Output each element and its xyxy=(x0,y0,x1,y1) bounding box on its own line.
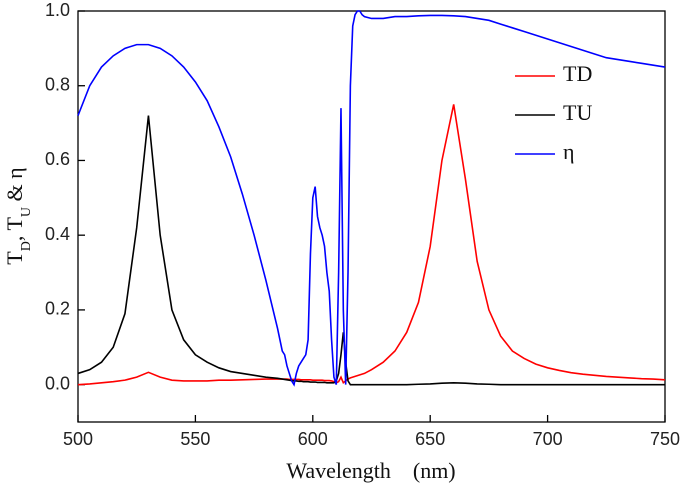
y-label-part: T xyxy=(2,251,27,265)
y-tick-label: 0.8 xyxy=(45,74,70,94)
x-axis-label: Wavelength (nm) xyxy=(286,458,455,483)
x-tick-label: 700 xyxy=(533,429,563,449)
y-tick-label: 0.0 xyxy=(45,373,70,393)
plot-frame xyxy=(77,10,666,423)
x-tick-label: 750 xyxy=(650,429,680,449)
x-tick-label: 650 xyxy=(415,429,445,449)
y-label-part: U xyxy=(19,207,34,217)
y-tick-label: 0.2 xyxy=(45,299,70,319)
y-tick-label: 0.4 xyxy=(45,224,70,244)
x-tick-label: 600 xyxy=(298,429,328,449)
legend-label: TD xyxy=(563,61,592,86)
series-line xyxy=(77,10,666,387)
y-label-part: , T xyxy=(2,217,27,242)
legend-label: η xyxy=(563,139,575,164)
series-line xyxy=(77,115,665,386)
y-label-part: & η xyxy=(2,167,27,207)
y-label-part: D xyxy=(19,241,34,251)
y-tick-label: 1.0 xyxy=(45,0,70,20)
y-axis-label: TD, TU & η xyxy=(2,167,34,264)
series-line xyxy=(77,104,666,386)
x-tick-label: 500 xyxy=(63,429,93,449)
x-tick-label: 550 xyxy=(180,429,210,449)
legend-label: TU xyxy=(563,100,592,125)
y-tick-label: 0.6 xyxy=(45,149,70,169)
